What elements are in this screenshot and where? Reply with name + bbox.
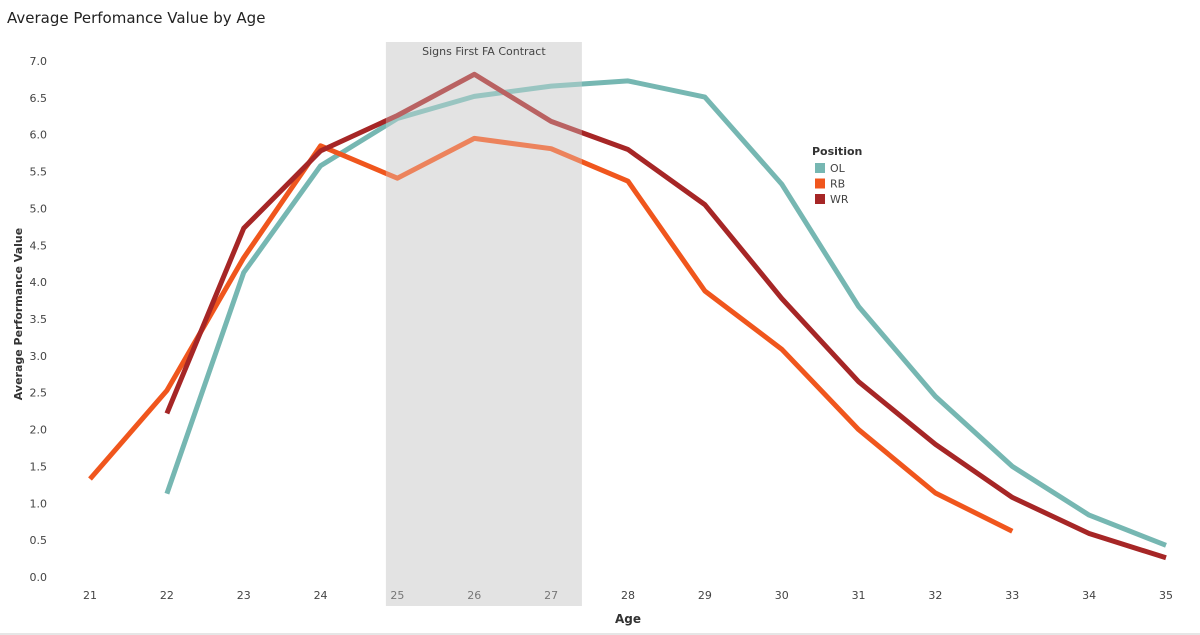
- y-tick-label: 4.5: [30, 239, 48, 252]
- legend-swatch-wr: [815, 194, 825, 204]
- y-axis-label: Average Performance Value: [12, 228, 25, 400]
- fa-contract-band: [385, 42, 582, 606]
- x-tick-label: 34: [1082, 589, 1096, 602]
- x-tick-label: 31: [852, 589, 866, 602]
- x-tick-label: 28: [621, 589, 635, 602]
- y-tick-label: 2.0: [30, 424, 48, 437]
- y-tick-label: 1.5: [30, 460, 48, 473]
- legend-title: Position: [812, 145, 862, 158]
- fa-contract-label: Signs First FA Contract: [422, 45, 546, 58]
- x-tick-label: 27: [544, 589, 558, 602]
- x-tick-label: 29: [698, 589, 712, 602]
- series-line-rb: [88, 135, 1014, 534]
- x-tick-label: 25: [390, 589, 404, 602]
- y-tick-label: 1.0: [30, 497, 48, 510]
- x-tick-label: 30: [775, 589, 789, 602]
- series-line-ol: [164, 78, 1167, 548]
- y-tick-label: 6.5: [30, 92, 48, 105]
- x-tick-label: 24: [314, 589, 328, 602]
- y-tick-label: 0.0: [30, 571, 48, 584]
- fa-contract-band-overlay: [385, 60, 582, 606]
- x-tick-label: 21: [83, 589, 97, 602]
- y-tick-label: 5.5: [30, 166, 48, 179]
- x-tick-label: 35: [1159, 589, 1173, 602]
- x-axis-label: Age: [615, 612, 641, 626]
- x-tick-label: 26: [467, 589, 481, 602]
- legend-label-wr: WR: [830, 193, 849, 206]
- y-tick-label: 0.5: [30, 534, 48, 547]
- legend-label-ol: OL: [830, 162, 846, 175]
- y-tick-label: 7.0: [30, 55, 48, 68]
- x-tick-label: 32: [928, 589, 942, 602]
- y-tick-label: 4.0: [30, 276, 48, 289]
- x-tick-label: 33: [1005, 589, 1019, 602]
- x-tick-label: 22: [160, 589, 174, 602]
- y-tick-label: 6.0: [30, 129, 48, 142]
- x-tick-label: 23: [237, 589, 251, 602]
- series-line-wr: [164, 71, 1167, 561]
- y-tick-label: 5.0: [30, 202, 48, 215]
- y-tick-label: 3.5: [30, 313, 48, 326]
- legend-swatch-rb: [815, 178, 825, 189]
- y-tick-label: 2.5: [30, 387, 48, 400]
- legend-label-rb: RB: [830, 178, 845, 191]
- chart-title: Average Perfomance Value by Age: [7, 9, 266, 27]
- bottom-divider: [0, 633, 1200, 635]
- legend-swatch-ol: [815, 163, 825, 173]
- y-tick-label: 3.0: [30, 350, 48, 363]
